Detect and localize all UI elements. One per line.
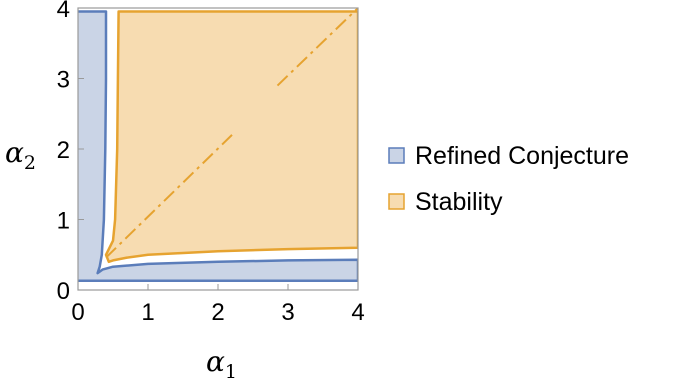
x-tick-label-0: 0: [71, 299, 84, 326]
legend-swatch-stability: [388, 193, 405, 210]
x-tick-label-1: 1: [141, 299, 154, 326]
legend: Refined Conjecture Stability: [388, 142, 629, 216]
x-tick-label-4: 4: [351, 299, 364, 326]
diagonal-dash-dot-line-0: [105, 134, 233, 259]
x-axis-label: α1: [206, 345, 237, 383]
region-stability: [104, 10, 358, 264]
legend-item-refined-conjecture: Refined Conjecture: [388, 142, 629, 170]
y-tick-label-3: 3: [57, 67, 70, 94]
legend-item-stability: Stability: [388, 188, 503, 216]
legend-label-stability: Stability: [415, 188, 503, 216]
x-tick-label-2: 2: [211, 299, 224, 326]
x-axis-label-base: α: [206, 345, 225, 378]
y-axis-label: α2: [5, 136, 36, 174]
region-refined-conjecture: [78, 10, 358, 283]
y-axis-label-sub: 2: [24, 152, 36, 174]
y-tick-label-4: 4: [57, 0, 70, 23]
x-tick-label-3: 3: [281, 299, 294, 326]
y-tick-label-0: 0: [57, 278, 70, 305]
y-tick-label-1: 1: [57, 208, 70, 235]
diagonal-dash-dot-line-1: [276, 8, 358, 87]
legend-swatch-refined-conjecture: [388, 147, 405, 164]
x-axis-label-sub: 1: [225, 361, 237, 383]
y-axis-label-base: α: [5, 136, 24, 169]
y-tick-label-2: 2: [57, 137, 70, 164]
legend-label-refined-conjecture: Refined Conjecture: [415, 142, 629, 170]
